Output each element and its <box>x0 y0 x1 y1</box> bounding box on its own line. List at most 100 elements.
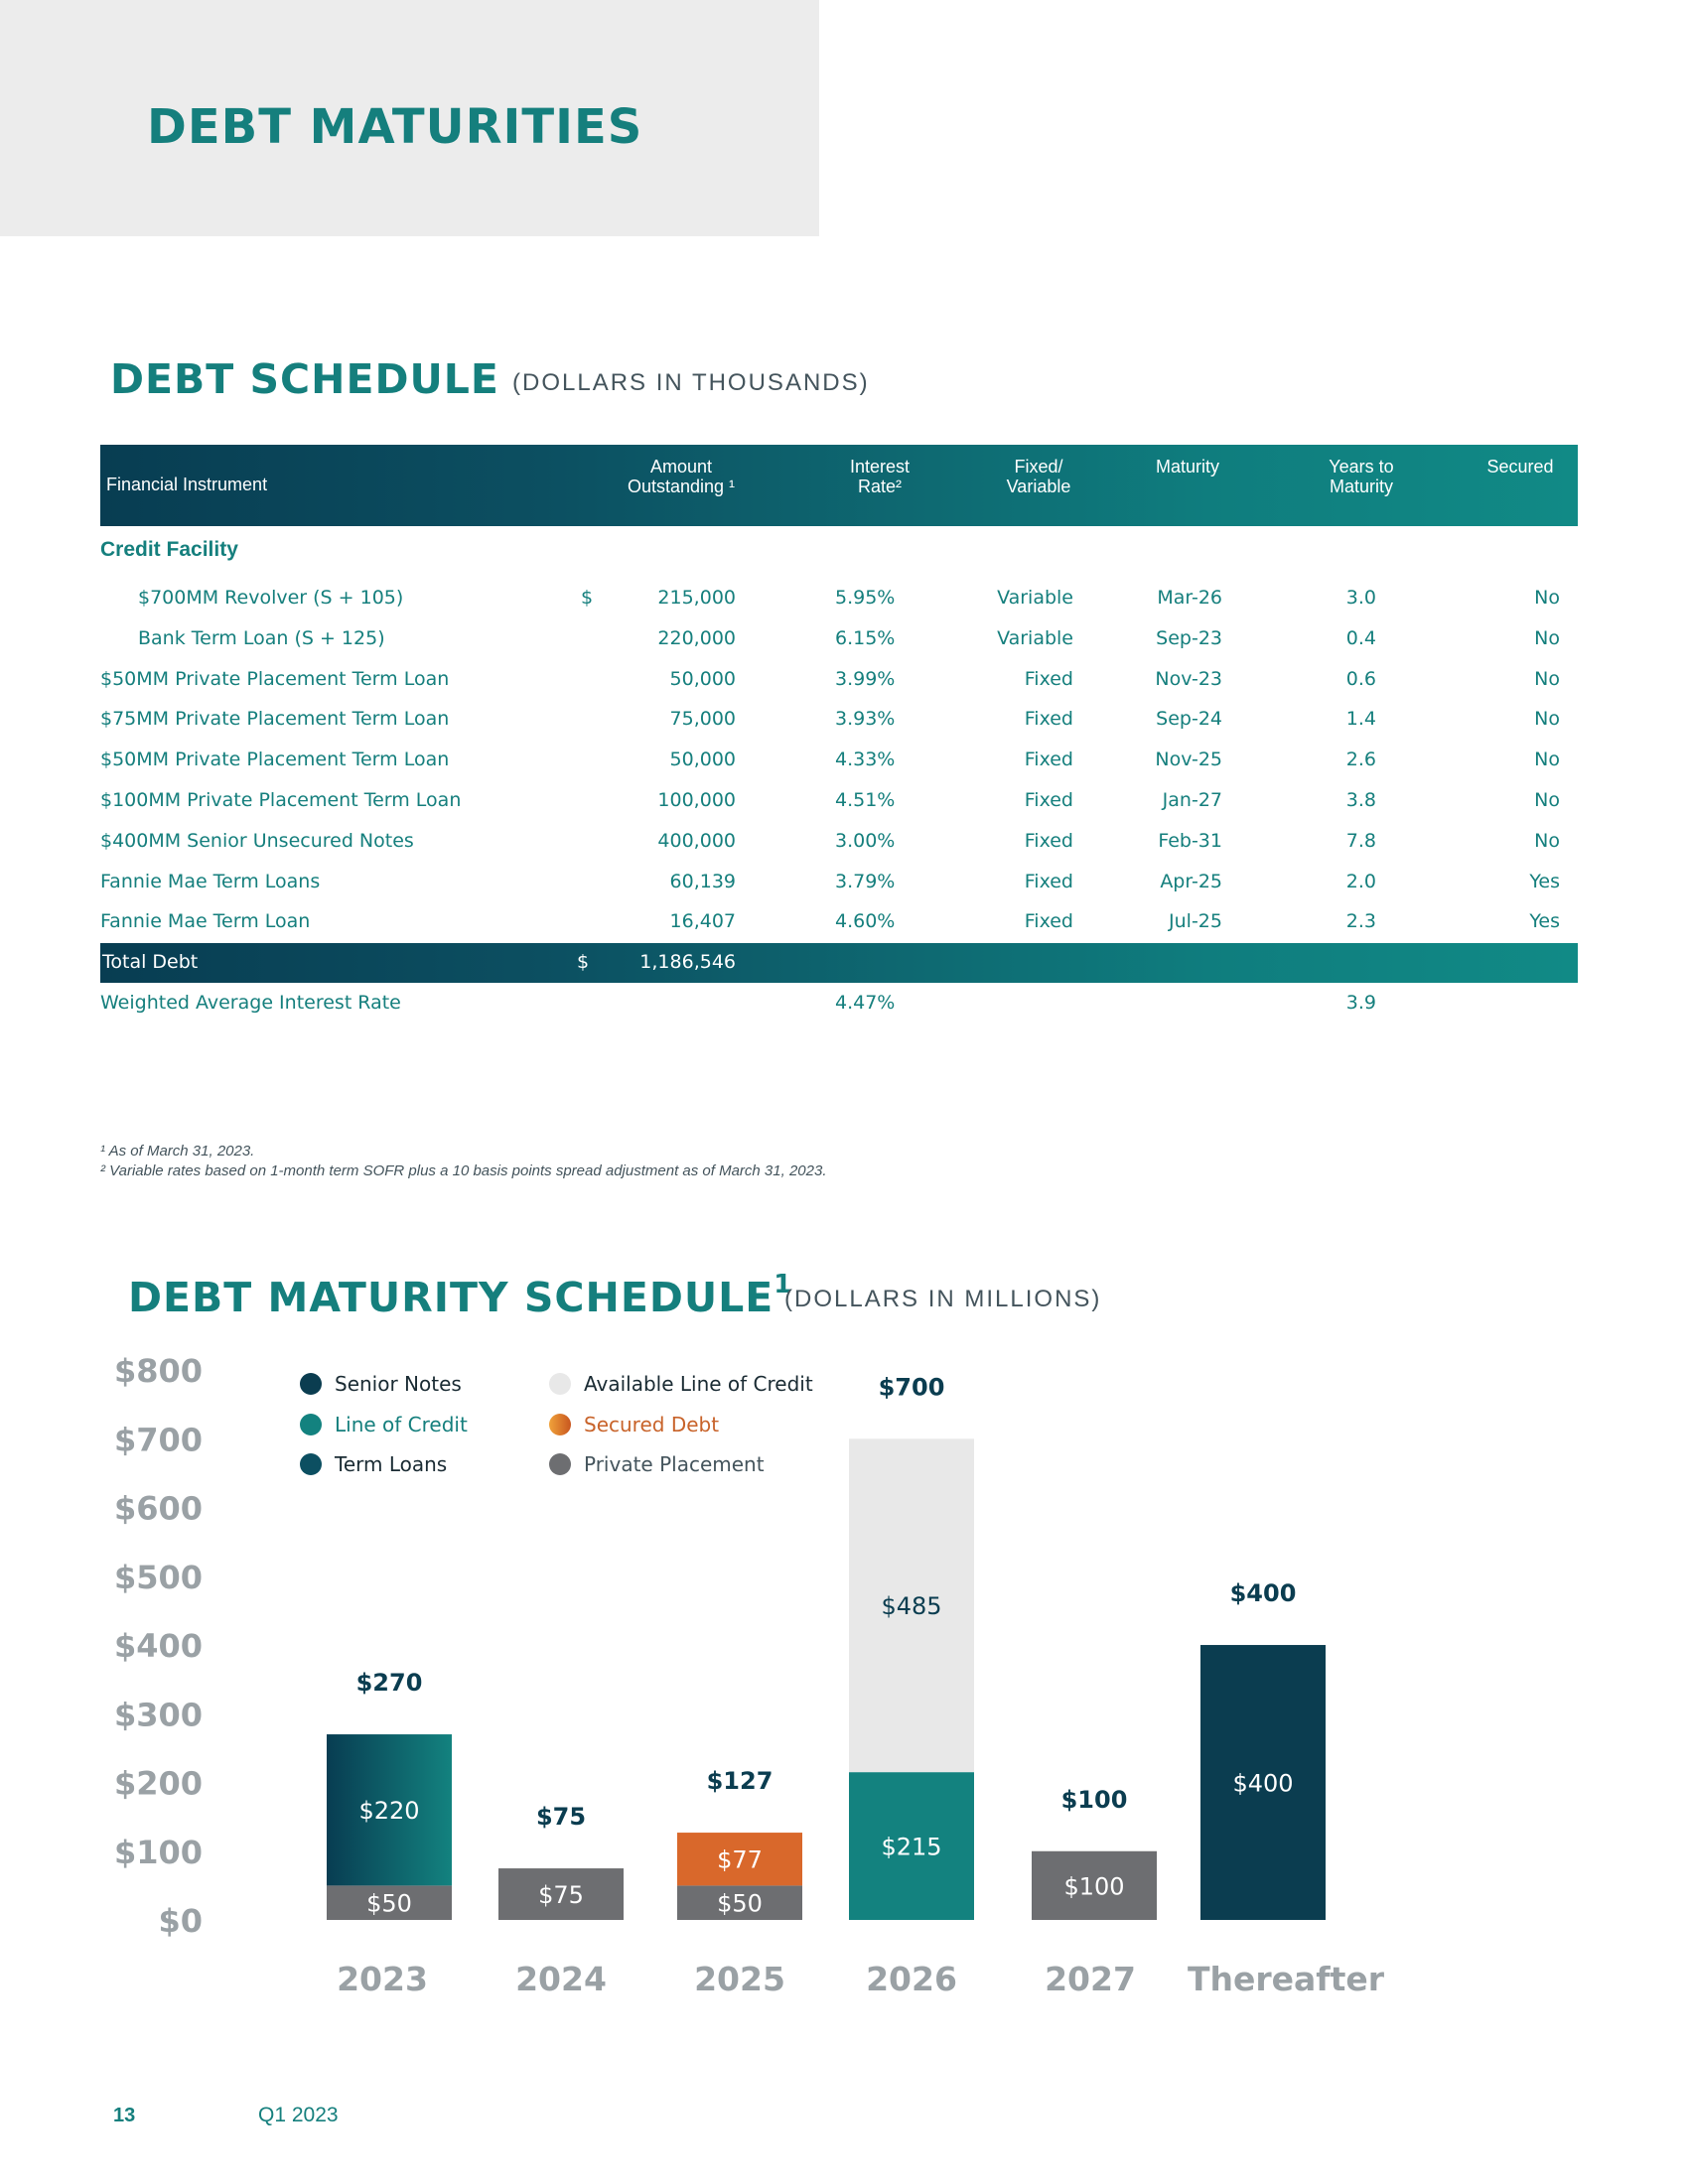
bar-segment <box>849 1772 974 1920</box>
footnotes: ¹ As of March 31, 2023. ² Variable rates… <box>100 1142 827 1181</box>
table-row: $75MM Private Placement Term Loan 75,000 3… <box>100 700 1578 740</box>
table-row: $400MM Senior Unsecured Notes 400,000 3.00… <box>100 822 1578 862</box>
x-category-label: Thereafter <box>1188 1960 1385 1998</box>
y-tick-label: $0 <box>158 1902 203 1940</box>
maturity-date: Nov-25 <box>1155 749 1222 771</box>
amount-outstanding: 215,000 <box>657 587 736 609</box>
total-debt-label: Total Debt <box>102 951 199 974</box>
interest-rate: 4.33% <box>835 749 896 771</box>
secured-flag: No <box>1534 708 1560 731</box>
legend-label: Secured Debt <box>584 1413 719 1436</box>
bar-total-label: $75 <box>536 1803 586 1831</box>
y-tick-label: $600 <box>114 1490 203 1528</box>
bar-segment-label: $50 <box>717 1890 763 1918</box>
bar-segment <box>498 1868 624 1920</box>
bar-segment-label: $485 <box>881 1592 941 1620</box>
secured-flag: No <box>1534 829 1560 852</box>
fixed-variable: Fixed <box>1024 789 1073 811</box>
bar-segment <box>677 1885 802 1920</box>
fixed-variable: Fixed <box>1024 667 1073 690</box>
instrument-name: Fannie Mae Term Loan <box>100 910 311 933</box>
instrument-name: $50MM Private Placement Term Loan <box>100 667 450 690</box>
dollar-sign: $ <box>581 587 594 609</box>
amount-outstanding: 60,139 <box>669 870 736 892</box>
maturity-subtitle: (DOLLARS IN MILLIONS) <box>784 1286 1102 1312</box>
instrument-name: Bank Term Loan (S + 125) <box>138 626 385 649</box>
x-category-label: 2025 <box>694 1960 785 1998</box>
maturity-date: Mar-26 <box>1157 587 1222 609</box>
bar-segment-label: $215 <box>881 1834 941 1861</box>
bar-total-label: $700 <box>879 1373 945 1401</box>
secured-flag: No <box>1534 749 1560 771</box>
years-to-maturity: 0.4 <box>1345 626 1376 649</box>
legend-swatch <box>300 1373 322 1395</box>
bar-total-label: $127 <box>707 1767 774 1795</box>
instrument-name: $50MM Private Placement Term Loan <box>100 749 450 771</box>
legend-swatch <box>300 1453 322 1475</box>
legend-label: Line of Credit <box>335 1413 468 1436</box>
col-fixed-variable: Fixed/Variable <box>1006 457 1071 496</box>
years-to-maturity: 0.6 <box>1345 667 1376 690</box>
interest-rate: 3.79% <box>835 870 896 892</box>
fixed-variable: Fixed <box>1024 910 1073 933</box>
y-tick-label: $300 <box>114 1696 203 1733</box>
years-to-maturity: 2.3 <box>1345 910 1376 933</box>
legend-label: Available Line of Credit <box>584 1372 813 1396</box>
weighted-average-rate: 4.47% <box>835 992 896 1014</box>
secured-flag: No <box>1534 626 1560 649</box>
category-credit-facility: Credit Facility <box>100 538 238 561</box>
col-secured: Secured <box>1486 457 1554 477</box>
dollar-sign: $ <box>577 951 590 974</box>
weighted-average-years: 3.9 <box>1345 992 1376 1014</box>
maturity-date: Nov-23 <box>1155 667 1222 690</box>
page-title: DEBT MATURITIES <box>147 99 643 155</box>
secured-flag: No <box>1534 789 1560 811</box>
table-row: $50MM Private Placement Term Loan 50,000 4… <box>100 741 1578 780</box>
amount-outstanding: 220,000 <box>657 626 736 649</box>
legend-swatch <box>549 1453 571 1475</box>
interest-rate: 3.93% <box>835 708 896 731</box>
fixed-variable: Variable <box>997 626 1073 649</box>
fixed-variable: Fixed <box>1024 749 1073 771</box>
fixed-variable: Fixed <box>1024 829 1073 852</box>
footnote-2: ² Variable rates based on 1-month term S… <box>100 1162 827 1179</box>
debt-schedule-title: DEBT SCHEDULE <box>110 355 499 403</box>
table-row: Fannie Mae Term Loan 16,407 4.60% Fixed Jul-… <box>100 902 1578 942</box>
bar-segment <box>1200 1645 1326 1920</box>
legend-label: Private Placement <box>584 1452 765 1476</box>
maturity-date: Sep-24 <box>1156 708 1222 731</box>
total-debt-row: Total Debt $1,186,546 <box>100 943 1578 984</box>
table-row: Fannie Mae Term Loans 60,139 3.79% Fixed Apr… <box>100 863 1578 902</box>
instrument-name: Fannie Mae Term Loans <box>100 870 321 892</box>
legend-label: Term Loans <box>334 1452 447 1476</box>
page-number: 13 <box>113 2105 136 2126</box>
bar-total-label: $270 <box>356 1669 423 1697</box>
weighted-average-row: Weighted Average Interest Rate 4.47% 3.9 <box>100 984 1578 1024</box>
interest-rate: 4.60% <box>835 910 896 933</box>
table-header: Financial Instrument Amount Outstanding ¹… <box>100 445 1578 526</box>
interest-rate: 5.95% <box>835 587 896 609</box>
instrument-name: $700MM Revolver (S + 105) <box>138 587 404 609</box>
table-row: $100MM Private Placement Term Loan 100,00… <box>100 781 1578 821</box>
bar-total-label: $400 <box>1230 1579 1297 1607</box>
debt-schedule-table: Financial Instrument Amount Outstanding ¹… <box>100 445 1578 1014</box>
secured-flag: No <box>1534 587 1560 609</box>
amount-outstanding: 50,000 <box>669 749 736 771</box>
maturity-date: Jul-25 <box>1169 910 1222 933</box>
col-years: Years to Maturity <box>1329 457 1394 496</box>
y-tick-label: $100 <box>114 1834 203 1871</box>
maturity-title: DEBT MATURITY SCHEDULE1 <box>128 1270 793 1321</box>
bar-segment-label: $100 <box>1063 1872 1124 1900</box>
maturity-date: Jan-27 <box>1162 789 1222 811</box>
fixed-variable: Fixed <box>1024 870 1073 892</box>
table-row: $50MM Private Placement Term Loan 50,000 3… <box>100 660 1578 700</box>
table-row: $700MM Revolver (S + 105) $215,000 5.95% Va… <box>100 579 1578 618</box>
bar-segment-label: $220 <box>358 1797 419 1825</box>
maturity-date: Feb-31 <box>1158 829 1222 852</box>
report-period: Q1 2023 <box>258 2104 339 2126</box>
fixed-variable: Variable <box>997 587 1073 609</box>
y-tick-label: $500 <box>114 1559 203 1596</box>
amount-outstanding: 100,000 <box>657 789 736 811</box>
bar-segment <box>327 1885 452 1920</box>
years-to-maturity: 3.8 <box>1345 789 1376 811</box>
